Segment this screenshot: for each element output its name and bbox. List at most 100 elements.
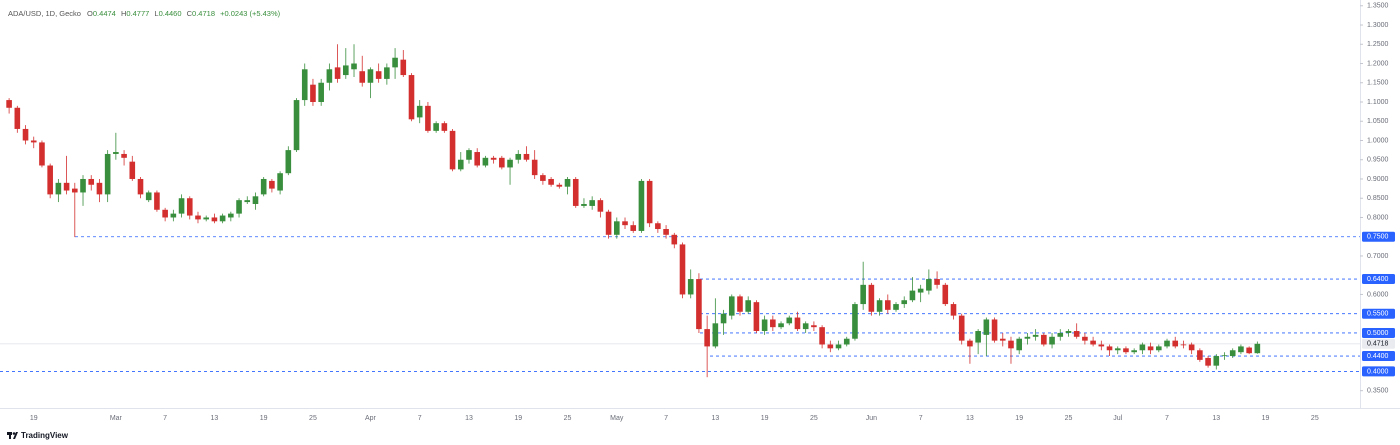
candle-body bbox=[301, 69, 308, 101]
x-tick-label: May bbox=[610, 415, 624, 422]
candle-body bbox=[827, 344, 834, 349]
candle-body bbox=[597, 200, 604, 212]
candle-body bbox=[1106, 346, 1113, 351]
candle-body bbox=[1238, 346, 1244, 353]
candle-body bbox=[646, 180, 653, 224]
candle-body bbox=[72, 188, 78, 193]
candle-body bbox=[252, 196, 259, 204]
x-tick-label: Jul bbox=[1113, 415, 1122, 422]
candle-body bbox=[384, 67, 390, 79]
y-tick-label: 1.2500 bbox=[1367, 41, 1389, 48]
candle-body bbox=[876, 300, 883, 312]
x-tick-label: 19 bbox=[514, 415, 522, 422]
legend: ADA/USD, 1D, Gecko O0.4474 H0.4777 L0.44… bbox=[8, 9, 281, 18]
last-price-label: 0.4718 bbox=[1367, 341, 1389, 348]
y-tick-label: 0.7000 bbox=[1367, 253, 1389, 260]
candle-body bbox=[679, 244, 686, 295]
x-tick-label: 19 bbox=[1262, 415, 1270, 422]
candle-body bbox=[507, 159, 513, 168]
candle-body bbox=[1024, 336, 1031, 339]
x-tick-label: 19 bbox=[260, 415, 268, 422]
candle-body bbox=[145, 192, 152, 201]
candle-body bbox=[22, 128, 29, 141]
candle-body bbox=[482, 157, 489, 166]
x-tick-label: 13 bbox=[465, 415, 473, 422]
candle-body bbox=[1073, 331, 1080, 337]
candle-body bbox=[811, 325, 817, 328]
change: +0.0243 (+5.43%) bbox=[220, 9, 281, 18]
candle-body bbox=[474, 152, 480, 166]
x-tick-label: 25 bbox=[309, 415, 317, 422]
y-tick-label: 1.0500 bbox=[1367, 118, 1389, 125]
candle-body bbox=[1180, 344, 1187, 346]
candle-body bbox=[47, 165, 53, 195]
candle-body bbox=[1123, 348, 1129, 353]
y-tick-label: 1.1000 bbox=[1367, 99, 1389, 106]
candle-body bbox=[572, 178, 579, 206]
candle-body bbox=[96, 182, 103, 195]
candle-body bbox=[630, 225, 637, 231]
candle-body bbox=[991, 319, 998, 341]
candle-body bbox=[1164, 340, 1170, 347]
candle-body bbox=[351, 63, 357, 70]
candle-body bbox=[1131, 350, 1137, 353]
candle-body bbox=[745, 300, 751, 312]
candle-body bbox=[531, 159, 538, 176]
candle-body bbox=[753, 302, 760, 332]
candle-body bbox=[655, 223, 661, 230]
candle-body bbox=[1057, 332, 1064, 337]
candle-body bbox=[400, 59, 407, 76]
candle-body bbox=[178, 198, 185, 214]
candle-body bbox=[770, 319, 776, 328]
brand-logo bbox=[7, 432, 18, 439]
candle-body bbox=[293, 100, 300, 151]
candle-body bbox=[926, 279, 932, 291]
level-box bbox=[1362, 366, 1395, 377]
candle-body bbox=[581, 204, 587, 206]
candle-body bbox=[63, 182, 70, 191]
ohlc-value: 0.4460 bbox=[159, 9, 182, 18]
candle-body bbox=[441, 123, 448, 131]
candles bbox=[6, 44, 1261, 378]
candle-body bbox=[211, 217, 218, 222]
candle-body bbox=[277, 173, 283, 191]
candle-body bbox=[548, 178, 554, 185]
candle-body bbox=[860, 284, 866, 305]
candle-body bbox=[1205, 357, 1211, 366]
candle-body bbox=[490, 157, 497, 160]
x-tick-label: 25 bbox=[1065, 415, 1073, 422]
candle-body bbox=[1229, 350, 1236, 357]
candle-body bbox=[219, 215, 226, 222]
candle-body bbox=[1065, 331, 1072, 333]
candle-body bbox=[786, 317, 793, 324]
candle-body bbox=[901, 300, 908, 305]
candle-body bbox=[704, 329, 710, 347]
candle-body bbox=[950, 304, 957, 316]
x-tick-label: 25 bbox=[564, 415, 572, 422]
candle-body bbox=[244, 200, 251, 203]
candle-body bbox=[1016, 338, 1022, 351]
candle-body bbox=[104, 153, 111, 195]
candle-body bbox=[1197, 350, 1203, 360]
candle-body bbox=[967, 340, 973, 347]
candle-body bbox=[852, 304, 858, 339]
candle-body bbox=[154, 192, 160, 210]
x-tick-label: 13 bbox=[211, 415, 219, 422]
ohlc-key: O bbox=[87, 9, 93, 18]
candle-body bbox=[605, 211, 612, 235]
ohlc-key: C bbox=[187, 9, 193, 18]
candle-body bbox=[720, 313, 727, 324]
x-tick-label: Jun bbox=[866, 415, 877, 422]
last-price-box bbox=[1362, 338, 1395, 349]
candle-body bbox=[80, 178, 86, 193]
candle-body bbox=[121, 153, 127, 158]
level-label: 0.5500 bbox=[1367, 311, 1389, 318]
candle-body bbox=[523, 153, 530, 160]
x-tick-label: 7 bbox=[418, 415, 422, 422]
candle-body bbox=[761, 319, 768, 332]
candle-body bbox=[1172, 340, 1179, 347]
y-tick-label: 1.3000 bbox=[1367, 22, 1389, 29]
level-label: 0.5000 bbox=[1367, 330, 1389, 337]
brand: TradingView bbox=[21, 431, 69, 440]
level-label: 0.4000 bbox=[1367, 368, 1389, 375]
